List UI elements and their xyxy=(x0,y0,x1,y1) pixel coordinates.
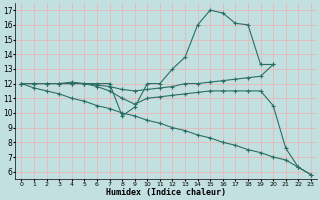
X-axis label: Humidex (Indice chaleur): Humidex (Indice chaleur) xyxy=(106,188,226,197)
